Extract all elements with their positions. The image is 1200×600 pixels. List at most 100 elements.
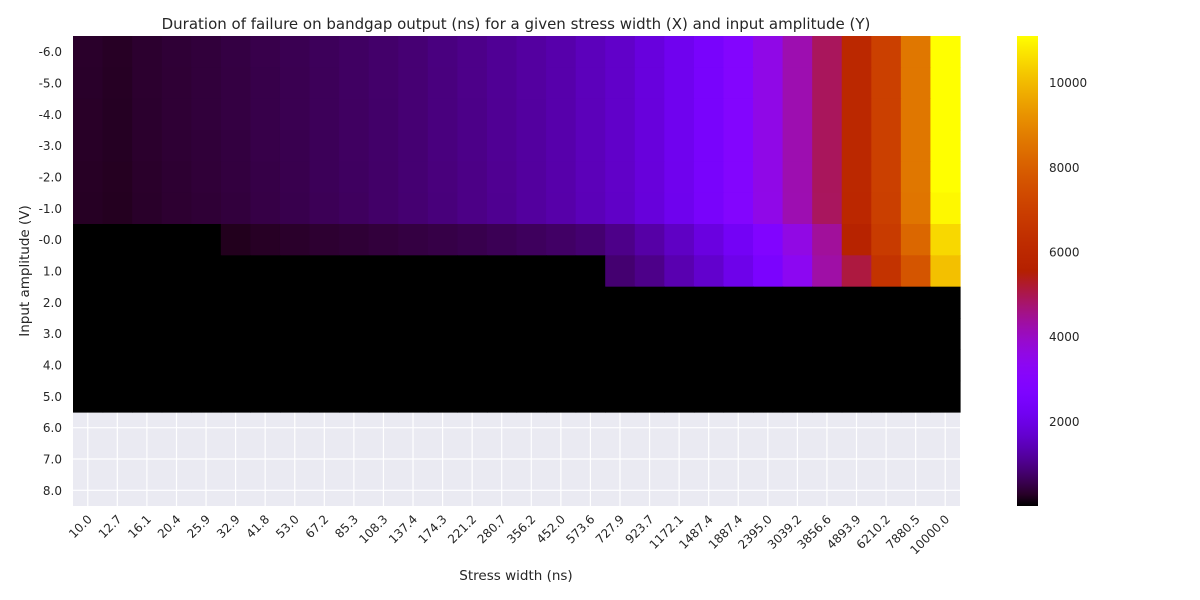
heatmap-cell (220, 255, 251, 288)
heatmap-cell (309, 255, 340, 288)
heatmap-cell (782, 192, 813, 225)
heatmap-cell (723, 192, 754, 225)
heatmap-cell (900, 192, 932, 225)
heatmap-cell (102, 36, 133, 68)
y-tick-label: 3.0 (43, 327, 62, 341)
heatmap-cell (427, 161, 458, 194)
heatmap-cell (486, 98, 518, 131)
heatmap-cell (191, 130, 222, 162)
heatmap-cell (102, 380, 133, 413)
heatmap-cell (664, 67, 695, 100)
heatmap-cell (132, 192, 163, 225)
heatmap-cell (457, 130, 488, 162)
heatmap-cell (812, 349, 843, 382)
heatmap-cell (73, 255, 104, 288)
heatmap-cell (841, 130, 872, 162)
heatmap-cell (634, 161, 665, 194)
heatmap-cell (634, 192, 665, 225)
heatmap-cell (368, 349, 399, 382)
heatmap-cell (250, 349, 281, 382)
colorbar-tick-label: 6000 (1049, 245, 1080, 259)
heatmap-cell (457, 192, 488, 225)
heatmap-cell (546, 98, 577, 131)
heatmap-cell (309, 67, 340, 100)
heatmap-cell (575, 161, 606, 194)
heatmap-cell (73, 130, 104, 162)
heatmap-cell (279, 161, 311, 194)
heatmap-cell (546, 192, 577, 225)
heatmap-cell (73, 67, 104, 100)
heatmap-cell (73, 161, 104, 194)
heatmap-cell (871, 255, 902, 288)
heatmap-cell (250, 255, 281, 288)
heatmap-cell (900, 255, 932, 288)
heatmap-cell (753, 192, 784, 225)
heatmap-cell (398, 318, 429, 350)
colorbar-tick-label: 2000 (1049, 415, 1080, 429)
heatmap-cell (605, 98, 636, 131)
heatmap-cell (782, 98, 813, 131)
heatmap-cell (457, 36, 488, 68)
heatmap-cell (812, 286, 843, 319)
heatmap-cell (339, 318, 370, 350)
heatmap-cell (73, 349, 104, 382)
heatmap-cell (546, 36, 577, 68)
heatmap-cell (546, 67, 577, 100)
heatmap-cell (871, 192, 902, 225)
heatmap-cell (693, 161, 725, 194)
heatmap-cell (871, 318, 902, 350)
heatmap-cell (132, 286, 163, 319)
heatmap-cell (191, 286, 222, 319)
heatmap-cell (723, 224, 754, 256)
heatmap-cell (930, 98, 961, 131)
heatmap-cell (73, 98, 104, 131)
heatmap-cell (723, 161, 754, 194)
heatmap-cell (871, 380, 902, 413)
heatmap-cell (339, 380, 370, 413)
heatmap-cell (900, 36, 932, 68)
x-tick-label: 452.0 (534, 512, 568, 546)
heatmap-cell (457, 161, 488, 194)
heatmap-cell (309, 192, 340, 225)
heatmap-cell (812, 36, 843, 68)
heatmap-cell (486, 286, 518, 319)
heatmap-cell (398, 255, 429, 288)
heatmap-cell (132, 67, 163, 100)
heatmap-cell (546, 349, 577, 382)
heatmap-cell (516, 318, 547, 350)
heatmap-cell (73, 224, 104, 256)
heatmap-cell (398, 161, 429, 194)
heatmap-cell (220, 318, 251, 350)
heatmap-cell (398, 36, 429, 68)
heatmap-cell (161, 286, 192, 319)
y-tick-labels: -6.0 -5.0 -4.0 -3.0 -2.0 -1.0 -0.0 1.0 2.0 3.0 4.0… (39, 45, 62, 498)
heatmap-cell (368, 224, 399, 256)
heatmap-cell (841, 67, 872, 100)
heatmap-cell (191, 380, 222, 413)
plot-area: -6.0 -5.0 -4.0 -3.0 -2.0 -1.0 -0.0 1.0 2.0 3.0 4.0… (39, 36, 961, 557)
y-tick-label: 7.0 (43, 453, 62, 467)
heatmap-cell (191, 224, 222, 256)
heatmap-cell (575, 318, 606, 350)
heatmap-cell (161, 380, 192, 413)
heatmap-cell (161, 130, 192, 162)
heatmap-cell (279, 255, 311, 288)
heatmap-cell (398, 98, 429, 131)
heatmap-cell (132, 255, 163, 288)
heatmap-cell (398, 286, 429, 319)
heatmap-cell (339, 98, 370, 131)
heatmap-cell (605, 161, 636, 194)
heatmap-cell (220, 130, 251, 162)
heatmap-cell (250, 192, 281, 225)
heatmap-cell (605, 67, 636, 100)
heatmap-cell (191, 349, 222, 382)
y-tick-label: -5.0 (39, 77, 62, 91)
heatmap-cell (900, 130, 932, 162)
heatmap-cell (516, 286, 547, 319)
colorbar-tick-label: 10000 (1049, 76, 1087, 90)
heatmap-cell (753, 349, 784, 382)
heatmap-cell (309, 318, 340, 350)
x-tick-label: 108.3 (356, 512, 390, 546)
heatmap-cell (782, 318, 813, 350)
heatmap-cell (427, 224, 458, 256)
